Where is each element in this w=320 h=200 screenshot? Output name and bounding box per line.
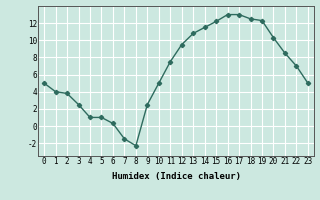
X-axis label: Humidex (Indice chaleur): Humidex (Indice chaleur) (111, 172, 241, 181)
